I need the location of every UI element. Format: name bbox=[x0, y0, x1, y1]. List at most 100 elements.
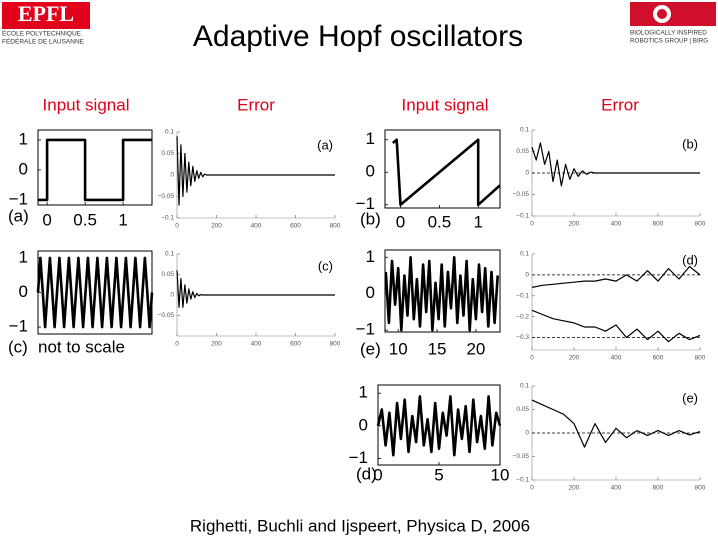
x-tick-label: 400 bbox=[611, 221, 622, 228]
signal-line bbox=[384, 256, 499, 332]
panel-label: (d) bbox=[682, 252, 698, 267]
x-tick-label: 15 bbox=[428, 339, 447, 358]
x-tick-label: 600 bbox=[653, 485, 664, 492]
y-tick-label: 0 bbox=[366, 283, 375, 302]
y-tick-label: 0 bbox=[170, 172, 174, 179]
x-tick-label: 200 bbox=[569, 485, 580, 492]
y-tick-label: −0.05 bbox=[513, 191, 530, 198]
panel-label: (a) bbox=[8, 206, 29, 225]
x-tick-label: 10 bbox=[389, 339, 408, 358]
y-tick-label: −1 bbox=[9, 189, 28, 208]
x-tick-label: 0 bbox=[396, 212, 405, 231]
x-tick-label: 400 bbox=[611, 355, 622, 362]
y-tick-label: −0.05 bbox=[158, 312, 175, 319]
logo-right: BIOLOGICALLY INSPIRED ROBOTICS GROUP | B… bbox=[630, 2, 716, 45]
y-tick-label: 0 bbox=[19, 282, 28, 301]
y-tick-label: 0.1 bbox=[165, 129, 174, 136]
y-tick-label: 1 bbox=[19, 129, 28, 148]
x-tick-label: 800 bbox=[330, 223, 341, 230]
x-tick-label: 200 bbox=[211, 341, 222, 348]
x-tick-label: 800 bbox=[695, 485, 706, 492]
x-tick-label: 1 bbox=[118, 210, 127, 229]
y-tick-label: 0 bbox=[366, 162, 375, 181]
y-tick-label: 0 bbox=[525, 170, 529, 177]
x-tick-label: 0 bbox=[175, 223, 179, 230]
panel-label: (e) bbox=[360, 339, 381, 358]
y-tick-label: 1 bbox=[359, 383, 368, 402]
y-tick-label: 0 bbox=[170, 292, 174, 299]
axes-box bbox=[37, 129, 153, 206]
y-tick-label: −0.05 bbox=[513, 453, 530, 460]
y-tick-label: −0.3 bbox=[516, 334, 529, 341]
x-tick-label: 600 bbox=[653, 355, 664, 362]
signal-line bbox=[531, 309, 701, 343]
signal-line bbox=[391, 138, 501, 207]
signal-line bbox=[176, 270, 335, 308]
x-tick-label: 1 bbox=[474, 212, 483, 231]
y-tick-label: −0.05 bbox=[158, 193, 175, 200]
x-tick-label: 0.5 bbox=[428, 212, 452, 231]
x-tick-label: 0 bbox=[42, 210, 51, 229]
panel-note: not to scale bbox=[38, 337, 125, 356]
y-tick-label: −1 bbox=[9, 317, 28, 336]
y-tick-label: −0.2 bbox=[516, 313, 529, 320]
y-tick-label: 0.05 bbox=[161, 271, 174, 278]
x-tick-label: 200 bbox=[569, 221, 580, 228]
axes-box bbox=[384, 129, 501, 209]
signal-line bbox=[176, 136, 335, 206]
y-tick-label: 1 bbox=[366, 247, 375, 266]
y-tick-label: 0 bbox=[19, 159, 28, 178]
x-tick-label: 5 bbox=[434, 465, 443, 484]
y-tick-label: 1 bbox=[366, 129, 375, 148]
logo-text: ÉCOLE POLYTECHNIQUE bbox=[2, 29, 82, 38]
signal-line bbox=[531, 399, 701, 448]
logo-mark: EPFL bbox=[18, 1, 74, 26]
x-tick-label: 800 bbox=[695, 221, 706, 228]
y-tick-label: 0 bbox=[525, 430, 529, 437]
y-tick-label: 0.1 bbox=[520, 127, 529, 134]
x-tick-label: 0 bbox=[175, 341, 179, 348]
x-tick-label: 200 bbox=[211, 223, 222, 230]
x-tick-label: 600 bbox=[290, 223, 301, 230]
panel-label: (b) bbox=[360, 209, 381, 228]
y-tick-label: 0.1 bbox=[165, 251, 174, 258]
x-tick-label: 600 bbox=[653, 221, 664, 228]
panel-label: (c) bbox=[318, 258, 333, 273]
y-tick-label: 1 bbox=[19, 247, 28, 266]
x-tick-label: 0 bbox=[530, 355, 534, 362]
column-header: Error bbox=[237, 95, 275, 114]
signal-line bbox=[38, 138, 152, 202]
x-tick-label: 0 bbox=[530, 485, 534, 492]
panel-label: (a) bbox=[317, 137, 333, 152]
y-tick-label: 0.05 bbox=[161, 150, 174, 157]
y-tick-label: 0.1 bbox=[520, 251, 529, 258]
column-header: Input signal bbox=[43, 95, 130, 114]
x-tick-label: 600 bbox=[290, 341, 301, 348]
x-tick-label: 20 bbox=[466, 339, 485, 358]
y-tick-label: −0.1 bbox=[516, 213, 529, 220]
x-tick-label: 400 bbox=[611, 485, 622, 492]
panel-label: (b) bbox=[682, 136, 698, 151]
y-tick-label: 0.05 bbox=[516, 406, 529, 413]
logo-icon bbox=[657, 9, 667, 19]
x-tick-label: 200 bbox=[569, 355, 580, 362]
logo-text: ROBOTICS GROUP | BIRG bbox=[630, 38, 708, 45]
logo-left: EPFL ÉCOLE POLYTECHNIQUE FÉDÉRALE DE LAU… bbox=[2, 1, 90, 46]
y-tick-label: −1 bbox=[356, 320, 375, 339]
axes-box bbox=[384, 249, 501, 333]
x-tick-label: 0 bbox=[373, 465, 382, 484]
y-tick-label: 0.05 bbox=[516, 148, 529, 155]
x-tick-label: 0.5 bbox=[73, 210, 97, 229]
logo-bar bbox=[2, 2, 90, 29]
panel-label: (e) bbox=[682, 390, 698, 405]
x-tick-label: 10 bbox=[491, 465, 510, 484]
column-header: Error bbox=[601, 95, 639, 114]
x-tick-label: 800 bbox=[695, 355, 706, 362]
x-tick-label: 400 bbox=[251, 223, 262, 230]
signal-line bbox=[376, 395, 502, 457]
y-tick-label: −0.1 bbox=[161, 215, 174, 222]
y-tick-label: −1 bbox=[356, 194, 375, 213]
signal-line bbox=[36, 256, 154, 329]
